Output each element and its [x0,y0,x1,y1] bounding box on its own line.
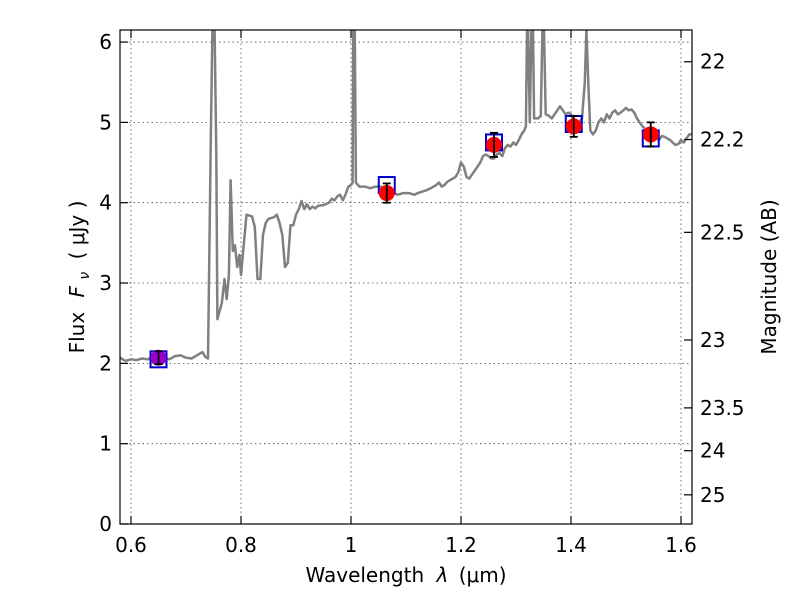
y-tick-label: 3 [99,271,112,295]
y-tick-label: 5 [99,110,112,134]
x-tick-label: 0.8 [225,533,257,557]
y-tick-label: 6 [99,30,112,54]
y2-tick-label: 23 [700,328,725,352]
plot-frame [119,29,693,525]
y2-tick-label: 22.5 [700,220,745,244]
y-axis-label: Flux F ν ( μJy ) [65,201,94,354]
x-tick-label: 1.6 [665,533,697,557]
y2-tick-label: 22.2 [700,128,745,152]
y2-axis-label: Magnitude (AB) [757,199,781,354]
y2-tick-label: 22 [700,50,725,74]
y2-tick-label: 25 [700,483,725,507]
x-tick-label: 0.6 [115,533,147,557]
x-tick-label: 1.4 [555,533,587,557]
x-tick-label: 1 [345,533,358,557]
y-tick-label: 0 [99,512,112,536]
y2-tick-label: 24 [700,439,725,463]
tick-layer: 0.6 0.8 1 1.2 1.4 1.601234562222.222.52323.52… [99,30,745,557]
spectrum-layer [120,30,692,363]
grid-lines [120,30,692,525]
y2-tick-label: 23.5 [700,396,745,420]
x-tick-label: 1.2 [445,533,477,557]
spectrum-line [120,30,692,363]
y-tick-label: 2 [99,351,112,375]
marker-layer [149,114,660,369]
y-tick-label: 4 [99,191,112,215]
y-tick-label: 1 [99,432,112,456]
x-axis-label: Wavelength λ (μm) [305,563,506,587]
